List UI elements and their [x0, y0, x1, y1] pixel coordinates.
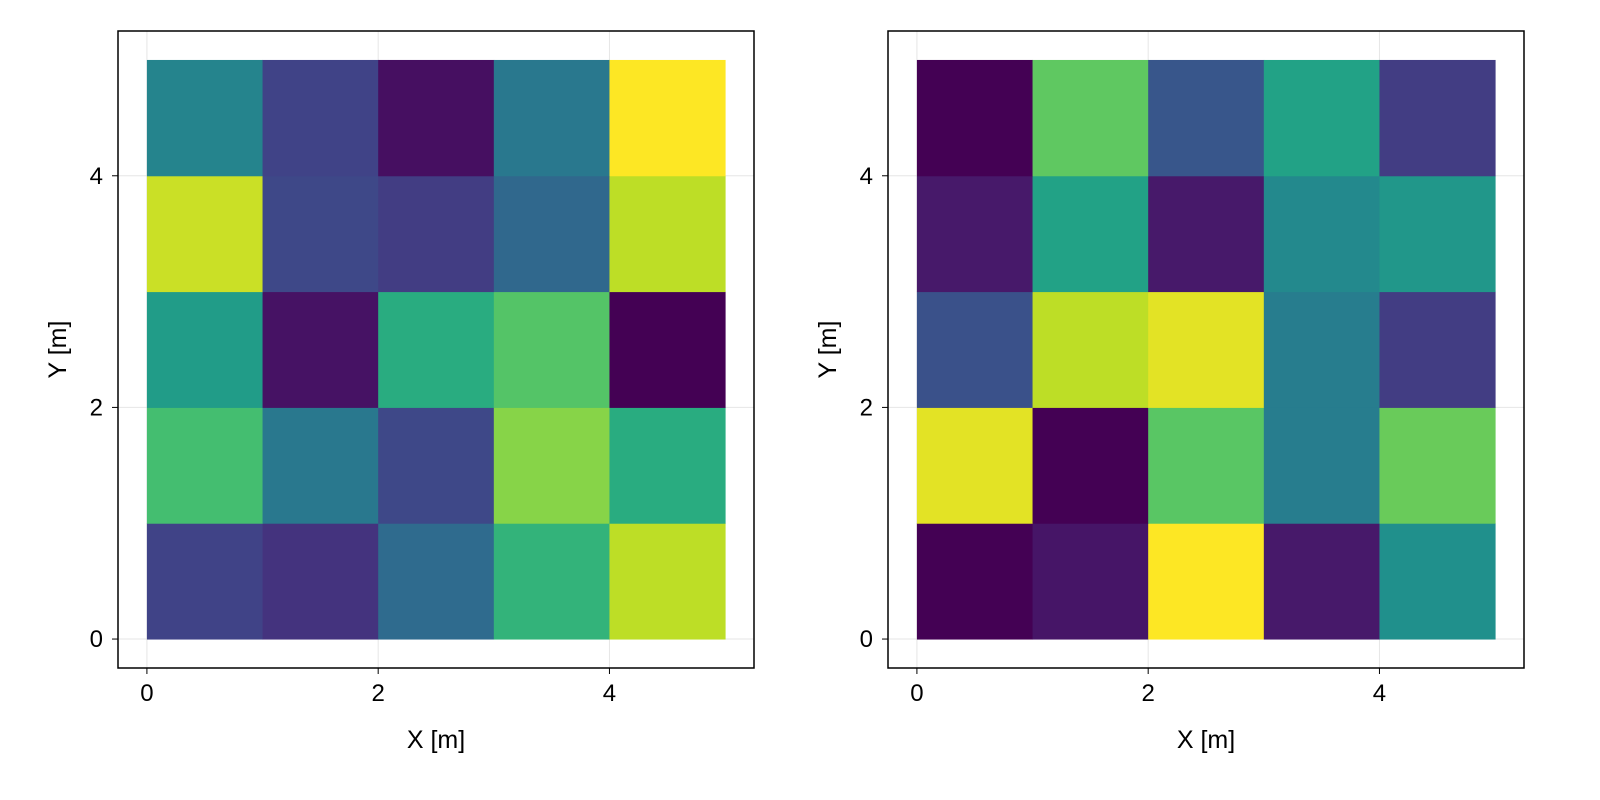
panel1-y-tick-label: 0 — [90, 626, 103, 653]
panel2-heatmap-cell — [1263, 291, 1380, 408]
panel1-heatmap-cell — [146, 523, 264, 640]
panel2-x-tick-label: 0 — [910, 680, 923, 707]
panel1-heatmap-cell — [493, 291, 610, 408]
panel1-heatmap-cell — [146, 407, 264, 524]
panel1-heatmap-cell — [262, 407, 379, 524]
panel2-heatmap-cell — [1263, 59, 1380, 177]
panel1-heatmap-cell — [262, 175, 379, 293]
panel2-heatmap-cell — [1148, 407, 1265, 524]
panel1-heatmap-cell — [378, 523, 495, 640]
panel1-y-axis-label: Y [m] — [44, 321, 72, 379]
panel2-x-axis-label: X [m] — [1177, 726, 1235, 754]
panel2-heatmap-cell — [1263, 407, 1380, 524]
panel2-heatmap-cell — [1263, 175, 1380, 293]
panel2-heatmap-cell — [1379, 291, 1496, 408]
panel2-heatmap-cell — [916, 291, 1034, 408]
panel2-heatmap-cell — [916, 407, 1034, 524]
panel1-heatmap-cell — [378, 175, 495, 293]
panel2-heatmap-cell — [1148, 175, 1265, 293]
panel2-heatmap-cell — [1263, 523, 1380, 640]
panel1-x-axis-label: X [m] — [407, 726, 465, 754]
panel1-heatmap-cell — [609, 523, 726, 640]
panel2-heatmap-cell — [1032, 291, 1149, 408]
panel1-heatmap-cell — [609, 59, 726, 177]
panel1-heatmap-cell — [609, 291, 726, 408]
panel2-heatmap-cell — [1379, 407, 1496, 524]
panel2-y-axis-label: Y [m] — [814, 321, 842, 379]
panel1-heatmap-cell — [146, 59, 264, 177]
panel1-axes-frame — [117, 30, 755, 669]
panel2-heatmap-cell — [1032, 175, 1149, 293]
panel2-x-tick-label: 4 — [1373, 680, 1386, 707]
panel1-heatmap-cell — [146, 175, 264, 293]
panel1-heatmap-cell — [493, 407, 610, 524]
panel2-heatmap-cell — [1148, 59, 1265, 177]
panel1-heatmap-cell — [493, 523, 610, 640]
panel2-heatmap-cell — [1032, 59, 1149, 177]
heatmap-panel-left: 0 2 4 0 2 4 X [m] Y [m] — [44, 30, 755, 754]
panel1-heatmap-cell — [262, 59, 379, 177]
panel1-x-tick-label: 2 — [372, 680, 385, 707]
panel1-heatmap-cell — [493, 175, 610, 293]
panel1-heatmap-cell — [378, 291, 495, 408]
panel1-x-tick-label: 4 — [603, 680, 616, 707]
panel2-y-tick-label: 0 — [860, 626, 873, 653]
panel2-heatmap-cell — [1379, 59, 1496, 177]
panel1-heatmap-cell — [493, 59, 610, 177]
panel2-y-tick-label: 4 — [860, 163, 873, 190]
panel2-heatmap-cell — [1379, 523, 1496, 640]
panel1-y-tick-label: 2 — [90, 394, 103, 421]
panel2-heatmap-cell — [1032, 523, 1149, 640]
panel2-heatmap-cell — [1148, 291, 1265, 408]
panel1-y-tick-label: 4 — [90, 163, 103, 190]
panel2-x-tick-label: 2 — [1142, 680, 1155, 707]
panel2-heatmap-cell — [1148, 523, 1265, 640]
panel1-heatmap-cell — [146, 291, 264, 408]
panel1-heatmap-cell — [262, 523, 379, 640]
panel1-x-tick-label: 0 — [140, 680, 153, 707]
panel2-heatmap-cell — [916, 523, 1034, 640]
panel2-axes-frame — [887, 30, 1525, 669]
panel1-heatmap-cell — [609, 175, 726, 293]
panel1-heatmap-cell — [262, 291, 379, 408]
panel2-heatmap-cell — [1032, 407, 1149, 524]
panel1-heatmap-cell — [609, 407, 726, 524]
panel2-heatmap-cell — [916, 59, 1034, 177]
heatmap-panel-right: 0 2 4 0 2 4 X [m] Y [m] — [814, 30, 1525, 754]
panel2-heatmap-cell — [1379, 175, 1496, 293]
panel2-heatmap-cell — [916, 175, 1034, 293]
panel2-y-tick-label: 2 — [860, 394, 873, 421]
panel1-heatmap-cell — [378, 59, 495, 177]
panel1-heatmap-cell — [378, 407, 495, 524]
